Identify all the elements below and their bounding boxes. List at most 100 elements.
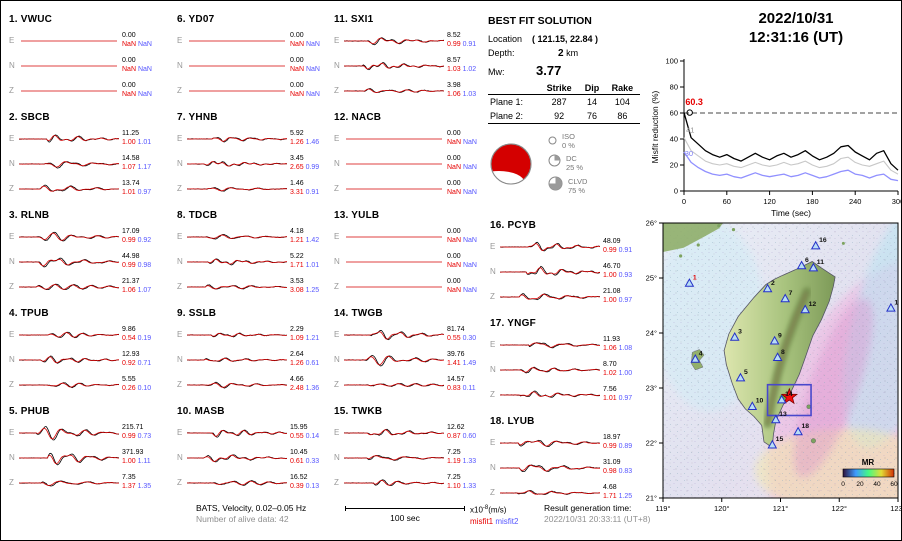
channel-label: N	[334, 61, 340, 70]
moment-decomposition: ISO 0 % DC 25 % CLVD 75 %	[548, 132, 587, 196]
misfit-values: 1.01 0.97	[122, 189, 171, 198]
misfit2-value: 0.30	[462, 334, 477, 342]
svg-text:41: 41	[686, 126, 694, 135]
station-title: 6. YD07	[177, 14, 215, 25]
misfit2-value: NaN	[137, 90, 152, 98]
misfit-values: 3.08 1.25	[290, 287, 339, 296]
misfit-values: NaN NaN	[122, 91, 171, 100]
svg-text:6: 6	[805, 257, 809, 264]
station-panel-MASB: 10. MASB E 15.95 0.55 0.14 N 10.45 0.61 0.33 Z 1…	[177, 406, 341, 495]
misfit-values: 0.55 0.14	[290, 433, 339, 442]
station-title: 12. NACB	[334, 112, 382, 123]
misfit-values: 0.83 0.11	[447, 385, 496, 394]
svg-text:25°: 25°	[646, 274, 657, 283]
waveform-trace	[19, 231, 119, 241]
waveform-trace	[344, 354, 444, 366]
depth-label: Depth:	[488, 48, 515, 58]
svg-text:22°: 22°	[646, 439, 657, 448]
mw-value: 3.77	[536, 63, 562, 78]
channel-values: 4.18 1.21 1.42	[287, 228, 339, 245]
channel-row-Z: Z 7.25 1.10 1.33	[334, 470, 498, 495]
misfit2-value: 0.99	[305, 163, 320, 171]
station-title: 17. YNGF	[490, 318, 536, 329]
iso-item: ISO 0 %	[548, 132, 587, 150]
channel-values: 4.68 1.71 1.25	[600, 484, 652, 501]
amplitude-value: 21.08	[603, 288, 621, 295]
misfit-values: 0.92 0.71	[122, 360, 171, 369]
misfit1-value: 1.41	[447, 359, 461, 367]
misfit-values: 1.01 0.97	[603, 395, 652, 404]
misfit-values: NaN NaN	[447, 237, 496, 246]
waveform-trace	[500, 390, 600, 398]
dc-item: DC 25 %	[548, 154, 587, 172]
channel-row-E: E 11.25 1.00 1.01	[9, 126, 173, 151]
waveform-trace	[344, 478, 444, 486]
misfit-values: 1.19 1.33	[447, 458, 496, 467]
misfit1-value: 1.07	[122, 163, 136, 171]
misfit1-value: 1.00	[603, 296, 617, 304]
misfit-values: NaN NaN	[290, 91, 339, 100]
misfit2-value: 0.71	[137, 359, 152, 367]
misfit2-value: 0.61	[305, 359, 320, 367]
misfit1-value: 1.01	[603, 394, 617, 402]
channel-values: 3.45 2.65 0.99	[287, 155, 339, 172]
channel-values: 7.56 1.01 0.97	[600, 386, 652, 403]
misfit1-value: 1.37	[122, 482, 136, 490]
col-strike: Strike	[539, 82, 580, 95]
result-generation: Result generation time: 2022/10/31 20:33…	[544, 503, 650, 525]
event-time: 12:31:16 (UT)	[748, 29, 844, 46]
amplitude-value: 12.62	[447, 424, 465, 431]
channel-values: 3.53 3.08 1.25	[287, 278, 339, 295]
waveform-trace	[346, 236, 442, 237]
misfit2-value: 1.02	[462, 65, 477, 73]
channel-row-N: N 0.00 NaN NaN	[177, 53, 341, 78]
amplitude-value: 0.00	[447, 228, 461, 235]
channel-row-E: E 48.09 0.99 0.91	[490, 234, 654, 259]
filter-info: BATS, Velocity, 0.02–0.05 Hz	[196, 503, 307, 513]
misfit1-value: 1.00	[603, 271, 617, 279]
waveform-trace	[500, 341, 600, 348]
channel-values: 21.37 1.06 1.07	[119, 278, 171, 295]
channel-label: Z	[334, 380, 339, 389]
channel-values: 18.97 0.99 0.89	[600, 434, 652, 451]
waveform-trace	[187, 233, 287, 240]
svg-text:12: 12	[809, 301, 817, 308]
amplitude-value: 4.66	[290, 376, 304, 383]
channel-row-N: N 44.98 0.99 0.98	[9, 249, 173, 274]
misfit2-value: NaN	[462, 236, 477, 244]
amplitude-value: 5.22	[290, 253, 304, 260]
amplitude-value: 5.55	[122, 376, 136, 383]
channel-label: Z	[9, 282, 14, 291]
channel-values: 0.00 NaN NaN	[287, 32, 339, 49]
amplitude-value: 1.46	[290, 180, 304, 187]
waveform-trace	[344, 61, 444, 70]
channel-label: Z	[177, 86, 182, 95]
waveform-trace	[344, 454, 444, 461]
misfit1-value: 0.99	[447, 40, 461, 48]
station-panel-TDCB: 8. TDCB E 4.18 1.21 1.42 N 5.22 1.71 1.01 Z 3.53…	[177, 210, 341, 299]
amplitude-value: 0.00	[447, 253, 461, 260]
misfit-values: 0.99 0.98	[122, 262, 171, 271]
misfit2-value: 1.21	[305, 334, 320, 342]
misfit-values: 0.99 0.92	[122, 237, 171, 246]
amplitude-units: x10-8(m/s)	[470, 505, 507, 515]
station-title: 2. SBCB	[9, 112, 50, 123]
channel-label: N	[9, 159, 15, 168]
misfit2-legend: misfit2	[495, 516, 519, 526]
channel-label: Z	[490, 292, 495, 301]
channel-label: E	[9, 428, 15, 437]
channel-values: 14.58 1.07 1.17	[119, 155, 171, 172]
misfit2-value: 1.08	[618, 344, 633, 352]
waveform-trace	[19, 452, 119, 465]
misfit2-value: NaN	[462, 163, 477, 171]
misfit1-value: 0.99	[122, 261, 136, 269]
svg-text:1: 1	[693, 275, 697, 282]
channel-label: E	[9, 330, 15, 339]
svg-text:4: 4	[699, 350, 703, 357]
waveform-trace	[19, 133, 119, 143]
svg-text:7: 7	[789, 290, 793, 297]
waveform-trace	[344, 87, 444, 93]
misfit2-value: 1.11	[137, 457, 151, 465]
channel-values: 5.22 1.71 1.01	[287, 253, 339, 270]
channel-values: 3.98 1.06 1.03	[444, 82, 496, 99]
